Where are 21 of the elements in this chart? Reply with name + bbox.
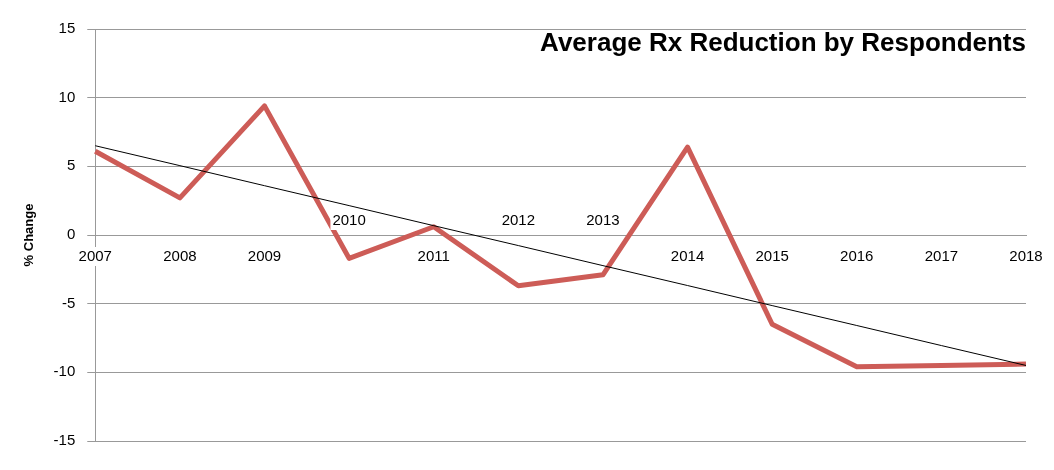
x-tick-label: 2007 xyxy=(78,246,112,264)
chart-title: Average Rx Reduction by Respondents xyxy=(540,26,1026,57)
x-tick-label: 2015 xyxy=(755,246,789,264)
y-tick-label: -15 xyxy=(53,431,76,449)
x-tick-label: 2016 xyxy=(840,246,874,264)
y-tick-label: 15 xyxy=(58,19,76,37)
x-tick-label: 2011 xyxy=(417,246,450,264)
x-tick-label: 2018 xyxy=(1009,246,1043,264)
y-tick-label: 0 xyxy=(66,225,76,243)
y-tick-label: -10 xyxy=(53,362,76,380)
y-axis-title: % Change xyxy=(21,203,37,267)
x-tick-label: 2017 xyxy=(924,246,959,264)
x-tick-label: 2008 xyxy=(163,246,197,264)
y-tick-label: 5 xyxy=(66,156,76,174)
x-tick-label: 2014 xyxy=(670,246,705,264)
y-tick-label: -5 xyxy=(61,293,76,311)
x-tick-label: 2010 xyxy=(332,210,366,228)
x-tick-label: 2012 xyxy=(501,210,536,228)
x-tick-label: 2009 xyxy=(247,246,282,264)
y-tick-label: 10 xyxy=(58,87,76,105)
x-tick-label: 2013 xyxy=(586,210,620,228)
